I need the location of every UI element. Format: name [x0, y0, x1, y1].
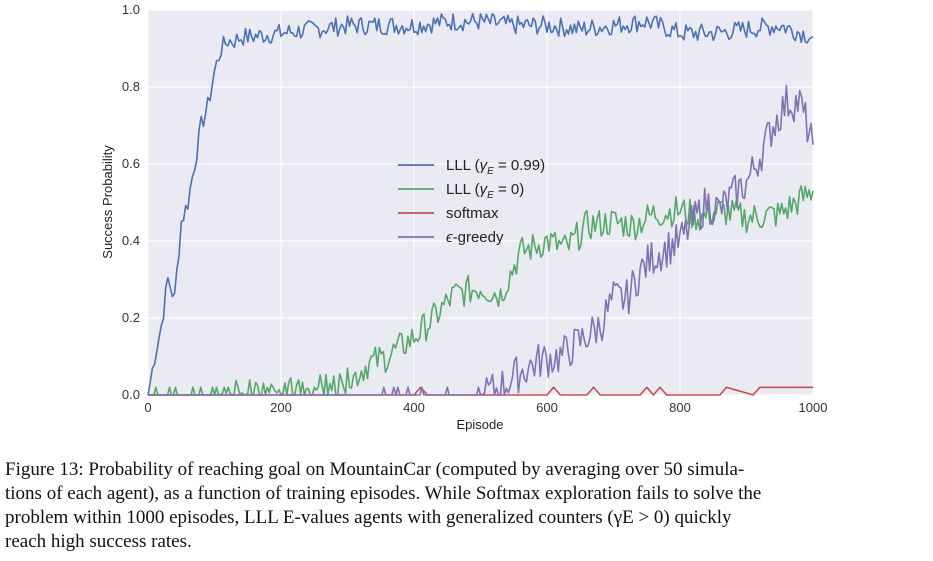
legend-label: LLL (γE = 0)	[446, 181, 524, 201]
y-axis-label: Success Probability	[100, 145, 115, 259]
line-chart: 0 200 400 600 800 1000 0.0 0.2 0.4 0.6 0.8 1.0 Epi…	[100, 2, 827, 432]
series-line	[147, 12, 814, 396]
legend-label: ϵ-greedy	[446, 229, 504, 246]
caption-line-2: tions of each agent), as a function of t…	[5, 483, 762, 504]
y-tick-label: 0.8	[122, 79, 140, 94]
y-tick-label: 1.0	[122, 2, 140, 17]
legend-label: softmax	[446, 205, 499, 222]
y-tick-label: 0.0	[122, 387, 140, 402]
series-line	[148, 185, 814, 396]
x-axis-label: Episode	[457, 417, 504, 432]
x-tick-label: 600	[536, 400, 558, 415]
caption-line-4: reach high success rates.	[5, 531, 192, 552]
series-line	[148, 84, 814, 396]
y-tick-label: 0.4	[122, 233, 140, 248]
x-tick-label: 0	[144, 400, 151, 415]
x-tick-label: 200	[270, 400, 292, 415]
y-tick-labels: 0.0 0.2 0.4 0.6 0.8 1.0	[122, 2, 140, 402]
x-tick-label: 400	[403, 400, 425, 415]
x-tick-labels: 0 200 400 600 800 1000	[144, 400, 827, 415]
caption-line-1: Figure 13: Probability of reaching goal …	[5, 459, 745, 480]
y-tick-label: 0.2	[122, 310, 140, 325]
plot-background	[148, 10, 813, 395]
x-tick-label: 1000	[799, 400, 828, 415]
y-tick-label: 0.6	[122, 156, 140, 171]
x-tick-label: 800	[669, 400, 691, 415]
legend: LLL (γE = 0.99) LLL (γE = 0) softmax ϵ-gree…	[398, 157, 545, 246]
figure-caption: Figure 13: Probability of reaching goal …	[5, 458, 927, 554]
legend-label: LLL (γE = 0.99)	[446, 157, 545, 177]
caption-line-3: problem within 1000 episodes, LLL E-valu…	[5, 507, 732, 528]
series-group	[147, 12, 814, 396]
